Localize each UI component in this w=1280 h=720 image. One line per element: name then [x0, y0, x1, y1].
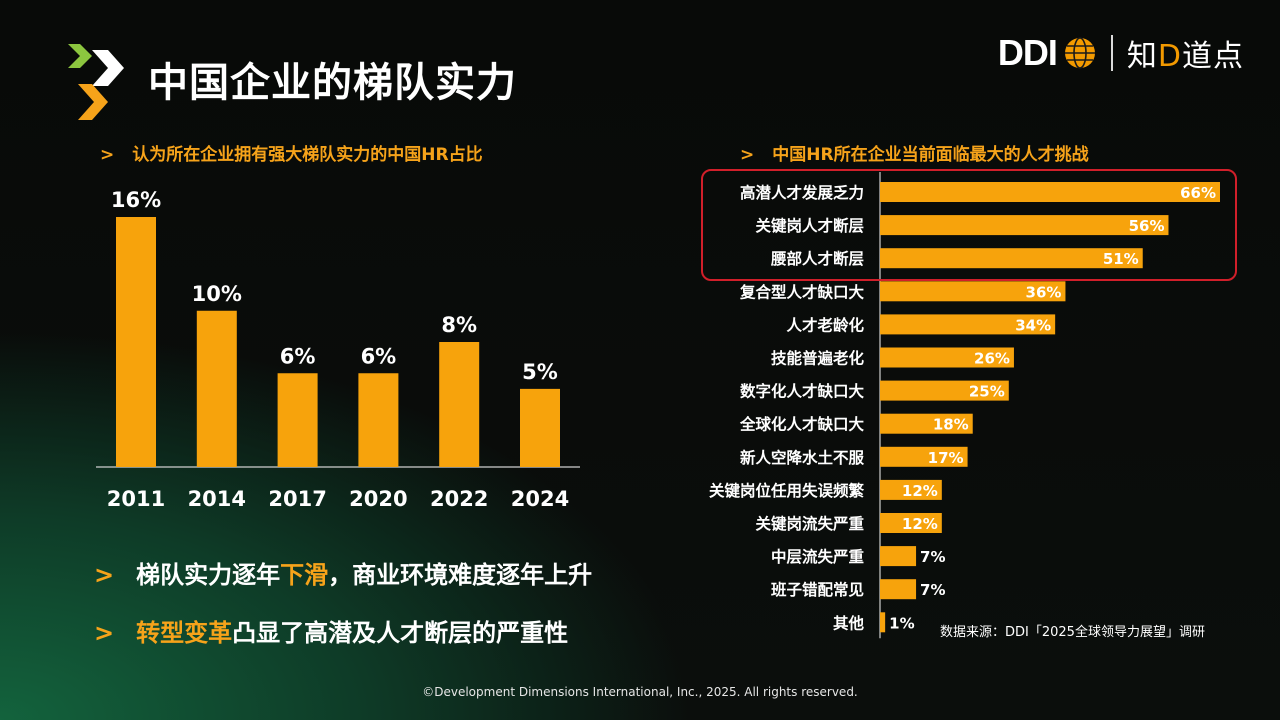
chevron-right-icon: > [94, 619, 115, 647]
takeaway-1: > 梯队实力逐年下滑，商业环境难度逐年上升 [94, 560, 592, 590]
brand-divider [1110, 35, 1113, 71]
left-subtitle-text: 认为所在企业拥有强大梯队实力的中国HR占比 [132, 145, 483, 165]
zdd-post: 道点 [1182, 39, 1244, 74]
data-source-note: 数据来源：DDI「2025全球领导力展望」调研 [940, 625, 1205, 640]
x-tick-label-2017: 2017 [268, 487, 326, 511]
x-tick-label-2024: 2024 [511, 487, 569, 511]
bar-2024 [520, 388, 560, 467]
data-label-2024: 5% [522, 360, 558, 384]
takeaway-1-pre: 梯队实力逐年 [136, 561, 281, 589]
takeaway-1-highlight: 下滑 [280, 561, 329, 589]
data-label-2017: 6% [280, 344, 316, 368]
page-title: 中国企业的梯队实力 [148, 60, 517, 106]
x-tick-label-2020: 2020 [349, 487, 407, 511]
globe-icon [1064, 37, 1095, 69]
right-subtitle-text: 中国HR所在企业当前面临最大的人才挑战 [772, 145, 1089, 165]
bar-2020 [358, 373, 399, 467]
bar-2017 [277, 373, 318, 467]
data-label-2014: 10% [192, 282, 242, 306]
data-label-2011: 16% [111, 188, 161, 212]
x-tick-label-2014: 2014 [188, 487, 246, 511]
chevron-right-icon: > [94, 561, 115, 589]
x-tick-label-2011: 2011 [107, 487, 165, 511]
left-chart-subtitle: > 认为所在企业拥有强大梯队实力的中国HR占比 [100, 140, 483, 165]
chevron-right-icon: > [100, 145, 115, 165]
takeaway-2-highlight: 转型变革 [136, 619, 233, 647]
bar-2022 [439, 342, 480, 467]
zdd-pre: 知 [1126, 39, 1158, 74]
bar-2014 [196, 310, 237, 467]
zhidaodian-wordmark: 知D道点 [1127, 31, 1244, 75]
key-takeaways: > 梯队实力逐年下滑，商业环境难度逐年上升 > 转型变革凸显了高潜及人才断层的严重性 [94, 560, 592, 648]
ddi-chevron-logo-icon [68, 44, 124, 120]
data-label-2020: 6% [361, 344, 397, 368]
copyright-footer: ©Development Dimensions International, I… [422, 685, 858, 699]
data-label-2022: 8% [441, 313, 477, 337]
ddi-wordmark: DDI [997, 32, 1058, 73]
right-chart-subtitle: > 中国HR所在企业当前面临最大的人才挑战 [740, 140, 1089, 165]
chevron-right-icon: > [740, 145, 755, 165]
takeaway-1-post: ，商业环境难度逐年上升 [328, 561, 593, 589]
takeaway-2: > 转型变革凸显了高潜及人才断层的严重性 [94, 618, 592, 648]
brand-logo: DDI 知D道点 [998, 30, 1244, 76]
zdd-mid: D [1157, 39, 1182, 74]
takeaway-2-post: 凸显了高潜及人才断层的严重性 [232, 619, 569, 647]
bar-2011 [116, 217, 156, 467]
x-tick-label-2022: 2022 [430, 487, 488, 511]
